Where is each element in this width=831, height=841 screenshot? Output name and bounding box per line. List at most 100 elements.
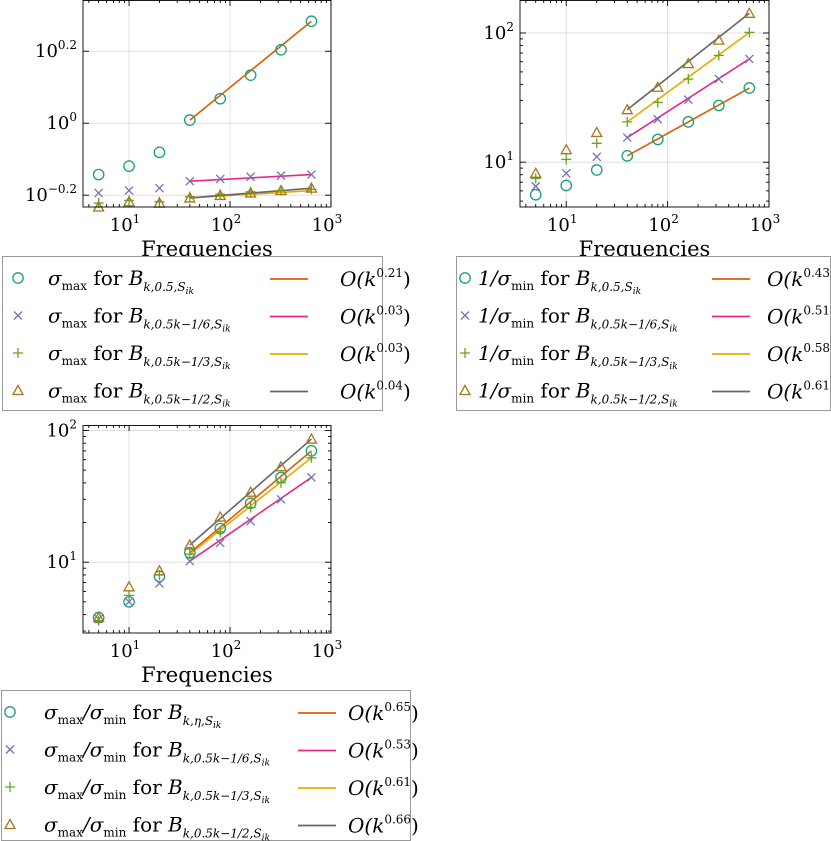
data-point-x	[124, 597, 134, 607]
data-point-x	[531, 181, 541, 191]
legend-label: σmax for Bk,0.5k−1/2,Sik	[48, 379, 231, 410]
data-point-x	[246, 172, 256, 182]
data-point-plus	[652, 97, 663, 108]
x-tick-label: 101	[110, 212, 141, 236]
legend-label: σmax/σmin for Bk,0.5k−1/2,Sik	[44, 813, 270, 841]
fit-line-orange	[626, 87, 750, 157]
data-point-circle	[275, 43, 287, 56]
data-point-circle	[244, 69, 257, 82]
data-point-triangle	[92, 200, 105, 212]
legend-1: σmax for Bk,0.5,Sik O(k0.21) σmax for Bk,0…	[2, 256, 411, 411]
data-point-plus	[561, 154, 572, 165]
data-point-circle	[123, 160, 135, 172]
y-tick-label: 10−0.2	[25, 182, 77, 206]
plot-frame	[82, 0, 332, 208]
legend-fit-label: O(k0.58)	[767, 341, 831, 366]
data-point-circle	[92, 168, 105, 181]
legend-fit-label: O(k0.65)	[348, 700, 419, 725]
legend-label: σmax/σmin for Bk,η,Sik	[44, 700, 221, 731]
data-point-x	[215, 538, 225, 548]
y-tick-label: 101	[46, 549, 77, 573]
legend-marker-plus	[460, 348, 470, 358]
data-point-triangle	[214, 510, 227, 522]
data-point-triangle	[122, 195, 136, 207]
data-point-x	[622, 133, 632, 143]
data-point-x	[714, 74, 724, 84]
data-point-triangle	[274, 184, 288, 196]
legend-fit-label: O(k0.21)	[340, 266, 411, 291]
data-point-triangle	[651, 80, 664, 92]
data-point-triangle	[183, 191, 196, 203]
legend-marker-triangle	[3, 818, 17, 830]
legend-fit-label: O(k0.61)	[348, 775, 419, 800]
legend-label: σmax/σmin for Bk,0.5k−1/6,Sik	[44, 738, 270, 769]
legend-marker-circle	[4, 706, 16, 718]
fit-line-orange	[189, 450, 312, 554]
y-tick-label: 101	[483, 149, 514, 173]
legend-fit-label: O(k0.61)	[767, 379, 831, 404]
data-point-circle	[529, 188, 542, 201]
data-point-triangle	[244, 485, 257, 497]
legend-label: 1/σmin for Bk,0.5k−1/3,Sik	[478, 341, 678, 372]
data-point-plus	[744, 27, 755, 38]
x-tick-label: 103	[750, 212, 781, 236]
legend-marker-x	[13, 311, 23, 320]
legend-3: σmax/σmin for Bk,η,Sik O(k0.65) σmax/σmin …	[1, 690, 419, 841]
legend-label: σmax for Bk,0.5k−1/6,Sik	[48, 304, 231, 335]
data-point-triangle	[743, 6, 756, 18]
data-point-triangle	[122, 580, 136, 592]
fit-line-pink	[189, 173, 312, 183]
data-point-circle	[743, 82, 756, 94]
data-point-plus	[93, 615, 104, 626]
data-point-triangle	[183, 538, 196, 550]
data-point-x	[306, 170, 316, 180]
data-point-plus	[530, 173, 541, 184]
data-point-x	[185, 176, 195, 186]
data-point-triangle	[244, 186, 257, 198]
data-point-triangle	[590, 126, 603, 138]
data-point-x	[653, 114, 663, 124]
data-point-circle	[560, 179, 573, 192]
x-tick-label: 102	[211, 212, 242, 236]
y-tick-label: 100	[46, 110, 77, 134]
legend-label: σmax for Bk,0.5k−1/3,Sik	[48, 341, 231, 372]
data-point-circle	[621, 149, 634, 162]
x-tick-label: 102	[211, 638, 242, 662]
legend-label: 1/σmin for Bk,0.5,Sik	[478, 266, 641, 297]
data-point-x	[683, 95, 693, 105]
plot-frame	[519, 0, 770, 208]
data-point-plus	[215, 526, 226, 537]
data-point-triangle	[529, 166, 542, 178]
legend-label: 1/σmin for Bk,0.5k−1/6,Sik	[478, 304, 678, 335]
legend-fit-label: O(k0.03)	[340, 341, 411, 366]
data-point-triangle	[682, 57, 695, 69]
legend-box	[1, 690, 411, 841]
y-tick-label: 100.2	[35, 38, 77, 62]
data-point-x	[276, 171, 286, 181]
data-point-plus	[683, 74, 694, 85]
legend-fit-label: O(k0.51)	[767, 304, 831, 329]
legend-label: σmax for Bk,0.5,Sik	[48, 266, 194, 297]
x-tick-label: 101	[110, 638, 141, 662]
data-point-x	[215, 174, 225, 184]
fit-line-pink	[626, 58, 750, 139]
legend-marker-plus	[5, 782, 15, 792]
legend-fit-label: O(k0.66)	[348, 813, 419, 838]
data-point-triangle	[560, 143, 573, 155]
data-point-triangle	[305, 432, 318, 444]
legend-marker-triangle	[458, 384, 472, 396]
data-point-triangle	[712, 33, 725, 45]
data-point-x	[744, 54, 754, 64]
legend-label: 1/σmin for Bk,0.5k−1/2,Sik	[478, 379, 678, 410]
data-point-plus	[622, 116, 633, 127]
data-point-circle	[682, 116, 695, 128]
legend-fit-label: O(k0.03)	[340, 304, 411, 329]
legend-fit-label: O(k0.53)	[348, 738, 419, 763]
data-point-circle	[305, 15, 318, 28]
legend-marker-circle	[459, 272, 471, 284]
legend-marker-triangle	[11, 384, 25, 396]
data-point-circle	[153, 146, 166, 159]
data-point-x	[154, 578, 164, 588]
data-point-plus	[276, 477, 287, 488]
